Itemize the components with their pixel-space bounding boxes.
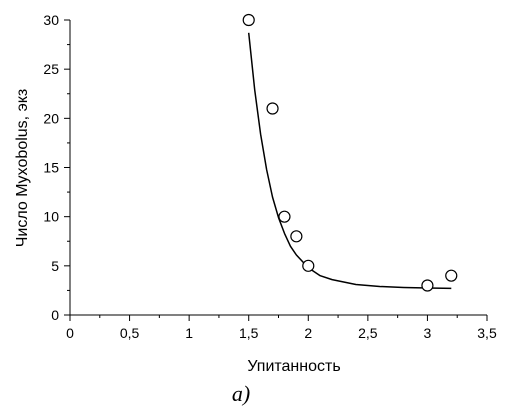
x-tick-label: 0: [66, 325, 74, 341]
y-tick-label: 15: [43, 160, 59, 176]
data-point: [242, 13, 255, 27]
y-axis-title: Число Myxobolus, экз: [14, 89, 31, 248]
x-tick-label: 2,5: [358, 325, 378, 341]
data-point: [290, 230, 303, 243]
x-tick-label: 2: [304, 325, 312, 341]
data-point: [266, 102, 279, 115]
data-point: [421, 279, 434, 292]
x-axis: 0 0,5 1 1,5 2 2,5 3 3,5: [66, 315, 497, 341]
x-tick-label: 3,5: [477, 325, 497, 341]
y-axis: 0 5 10 15 20 25 30: [43, 12, 70, 323]
y-tick-label: 0: [51, 307, 59, 323]
y-tick-label: 30: [43, 12, 59, 28]
y-tick-label: 5: [51, 258, 59, 274]
x-tick-label: 0,5: [120, 325, 140, 341]
data-point: [445, 269, 458, 282]
y-tick-label: 10: [43, 209, 59, 225]
fit-curve-layer: [247, 32, 452, 290]
y-tick-label: 20: [43, 110, 59, 126]
data-point: [302, 259, 315, 272]
fit-curve: [247, 32, 452, 290]
figure-caption: а): [232, 381, 250, 406]
x-tick-label: 1: [185, 325, 193, 341]
plot-frame: [69, 20, 487, 316]
points-layer: [242, 13, 458, 292]
x-axis-title: Упитанность: [247, 358, 340, 375]
x-tick-label: 3: [424, 325, 432, 341]
y-tick-label: 25: [43, 61, 59, 77]
data-point: [278, 210, 291, 223]
x-tick-label: 1,5: [239, 325, 259, 341]
